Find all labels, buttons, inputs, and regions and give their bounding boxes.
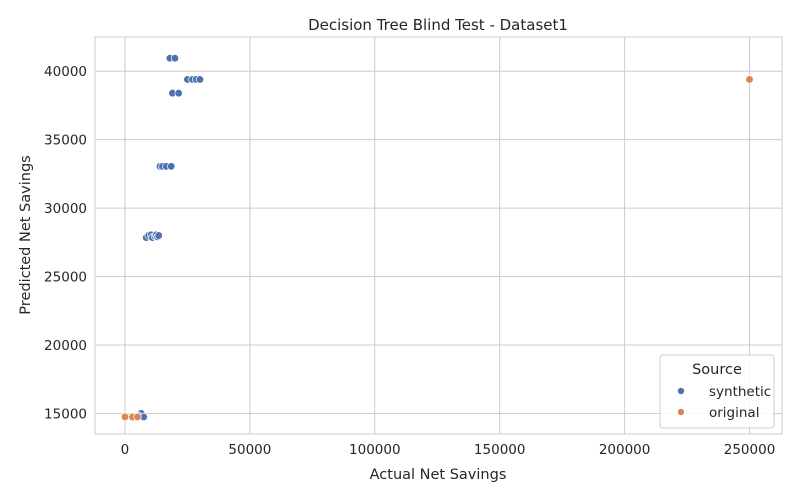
data-point-synthetic [174,88,183,98]
y-tick-label: 30000 [44,201,87,217]
legend: Source synthetic original [659,354,775,429]
data-point-original [745,75,754,84]
y-tick-label: 20000 [44,338,87,354]
legend-marker-original [677,408,685,416]
x-axis-label: Actual Net Savings [370,467,507,483]
data-point-synthetic [154,231,163,240]
legend-marker-synthetic [677,387,685,395]
legend-entry-original: original [709,405,759,421]
y-tick-label: 15000 [44,406,87,422]
x-tick-label: 200000 [599,442,651,458]
y-axis-label: Predicted Net Savings [18,155,34,314]
y-tick-labels: 15000 20000 25000 30000 35000 40000 [44,64,87,422]
legend-box [659,354,775,429]
x-tick-label: 0 [121,442,130,458]
data-point-synthetic [195,75,205,84]
data-point-original [120,412,130,422]
data-point-synthetic [167,162,176,171]
x-tick-label: 100000 [349,442,401,458]
y-tick-label: 25000 [44,270,87,286]
y-tick-label: 40000 [44,64,87,80]
data-points [120,54,754,422]
chart-title: Decision Tree Blind Test - Dataset1 [308,16,568,34]
x-tick-label: 50000 [228,442,271,458]
y-tick-label: 35000 [44,133,87,149]
data-point-synthetic [170,54,180,63]
x-tick-label: 150000 [474,442,526,458]
legend-title: Source [692,362,742,378]
legend-entry-synthetic: synthetic [709,384,771,400]
data-point-original [133,412,142,422]
x-tick-label: 250000 [724,442,776,458]
x-tick-labels: 0 50000 100000 150000 200000 250000 [121,442,776,458]
